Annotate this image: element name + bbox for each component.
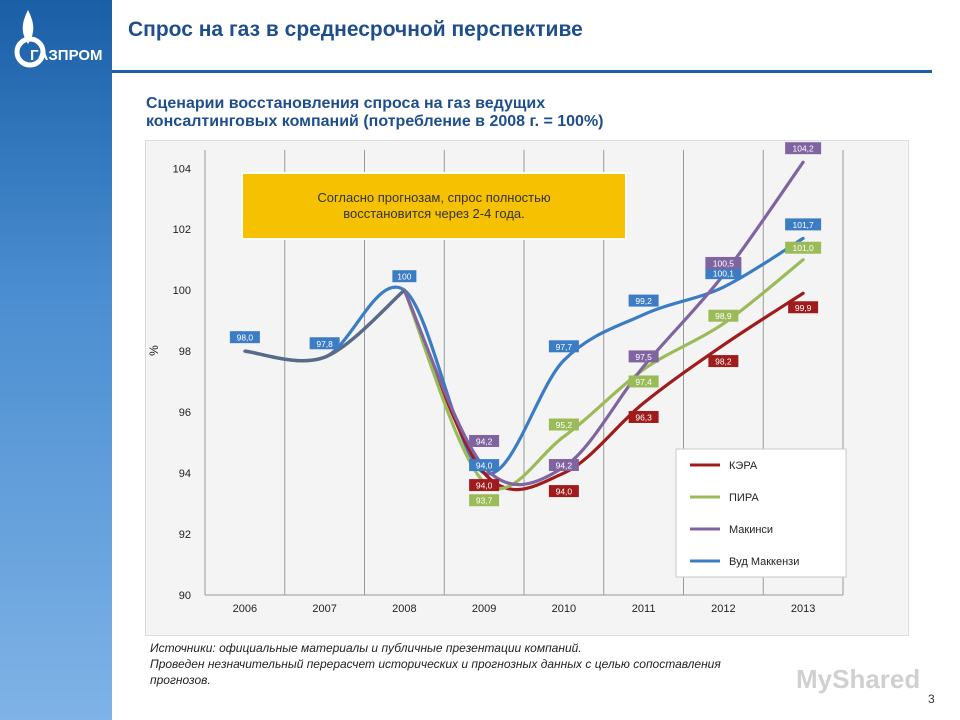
data-label-bg xyxy=(785,241,822,254)
data-label: 94,0 xyxy=(476,481,493,491)
data-label-bg xyxy=(469,494,500,507)
data-label-bg xyxy=(392,270,417,283)
callout-line-2: восстановится через 2-4 года. xyxy=(343,206,525,221)
y-tick-label: 100 xyxy=(173,285,191,297)
x-tick-label: 2007 xyxy=(312,603,336,615)
data-label: 97,5 xyxy=(635,352,652,362)
data-label: 95,2 xyxy=(556,420,573,430)
sources-line-1: Источники: официальные материалы и публи… xyxy=(150,641,582,655)
data-label-bg xyxy=(469,479,500,492)
y-tick-label: 104 xyxy=(173,163,191,175)
data-label-bg xyxy=(628,294,659,307)
callout-line-1: Согласно прогнозам, спрос полностью xyxy=(317,190,551,205)
gazprom-logo: ГАЗПРОМ xyxy=(14,10,103,68)
x-tick-label: 2008 xyxy=(392,603,416,615)
sources-line-3: прогнозов. xyxy=(150,673,211,687)
data-label: 93,7 xyxy=(476,496,493,506)
data-label: 98,2 xyxy=(715,357,732,367)
legend-label: ПИРА xyxy=(729,492,759,504)
data-label: 97,4 xyxy=(635,377,652,387)
legend-label: Вуд Маккензи xyxy=(729,556,799,568)
y-tick-label: 102 xyxy=(173,224,191,236)
data-label-bg xyxy=(785,142,822,155)
data-label-bg xyxy=(469,434,500,447)
logo-text: ГАЗПРОМ xyxy=(30,47,103,64)
data-label-bg xyxy=(628,350,659,363)
data-label: 97,7 xyxy=(556,342,573,352)
x-tick-label: 2006 xyxy=(233,603,257,615)
data-label: 97,8 xyxy=(316,339,333,349)
legend: КЭРА ПИРА Макинси Вуд Маккензи xyxy=(675,448,847,578)
data-label-bg xyxy=(705,267,742,280)
x-tick-label: 2009 xyxy=(472,603,496,615)
legend-label: Макинси xyxy=(729,524,773,536)
x-tick-label: 2012 xyxy=(711,603,735,615)
sidebar-band xyxy=(0,0,112,720)
data-label-bg xyxy=(628,410,659,423)
data-label: 94,2 xyxy=(476,436,493,446)
data-label: 98,9 xyxy=(715,311,732,321)
data-label: 100,1 xyxy=(713,269,735,279)
y-tick-label: 94 xyxy=(179,468,191,480)
y-tick-label: 90 xyxy=(179,590,191,602)
series-line xyxy=(402,288,805,492)
data-label-bg xyxy=(708,355,739,368)
y-tick-label: 98 xyxy=(179,346,191,358)
history-line xyxy=(244,288,406,363)
y-tick-label: 96 xyxy=(179,407,191,419)
page-number: 3 xyxy=(928,692,935,706)
data-label: 94,0 xyxy=(476,461,493,471)
data-label-bg xyxy=(785,218,822,231)
callout-box: Согласно прогнозам, спрос полностью восс… xyxy=(241,172,627,240)
data-label: 96,3 xyxy=(635,412,652,422)
data-label-bg xyxy=(548,418,579,431)
page-title: Спрос на газ в среднесрочной перспективе xyxy=(128,18,583,41)
data-label: 94,2 xyxy=(556,460,573,470)
data-label: 100 xyxy=(397,272,411,282)
data-labels: 98,0 97,8 100 94,0 97,7 99,2 100,1 101,7 94,2 94,… xyxy=(229,142,822,507)
data-label-bg xyxy=(548,458,579,471)
data-label-bg xyxy=(548,340,579,353)
sources-line-2: Проведен незначительный перерасчет истор… xyxy=(150,657,721,671)
series-line xyxy=(243,236,805,476)
chart-subtitle: Сценарии восстановления спроса на газ ве… xyxy=(146,95,786,131)
data-label: 94,0 xyxy=(556,487,573,497)
x-tick-label: 2011 xyxy=(632,603,656,615)
data-label-bg xyxy=(469,459,500,472)
data-label: 104,2 xyxy=(792,144,814,154)
data-label: 100,5 xyxy=(713,258,735,268)
data-label-bg xyxy=(229,331,260,344)
y-tick-label: 92 xyxy=(179,529,191,541)
subtitle-line-1: Сценарии восстановления спроса на газ ве… xyxy=(146,95,546,112)
subtitle-line-2: консалтинговых компаний (потребление в 2… xyxy=(146,113,604,130)
data-label: 101,7 xyxy=(792,220,814,230)
data-label: 99,9 xyxy=(795,303,812,313)
legend-label: КЭРА xyxy=(729,460,758,472)
sources-note: Источники: официальные материалы и публи… xyxy=(150,640,910,688)
data-label-bg xyxy=(628,375,659,388)
data-label: 98,0 xyxy=(237,333,254,343)
data-label-bg xyxy=(309,337,340,350)
data-label: 101,0 xyxy=(792,243,814,253)
data-label: 99,2 xyxy=(635,296,652,306)
header-divider xyxy=(112,70,932,73)
data-label-bg xyxy=(548,485,579,498)
x-tick-label: 2010 xyxy=(552,603,576,615)
data-label-bg xyxy=(788,301,819,314)
demand-chart: 90 92 94 96 98 100 102 104 2006 2007 2008 2009 2010 2… xyxy=(147,142,847,615)
watermark: MyShared xyxy=(796,664,921,694)
axes: 90 92 94 96 98 100 102 104 2006 2007 2008 2009 2010 2… xyxy=(147,163,843,615)
data-label-bg xyxy=(705,256,742,269)
y-axis-label: % xyxy=(147,345,161,356)
data-label-bg xyxy=(708,309,739,322)
x-tick-label: 2013 xyxy=(791,603,815,615)
